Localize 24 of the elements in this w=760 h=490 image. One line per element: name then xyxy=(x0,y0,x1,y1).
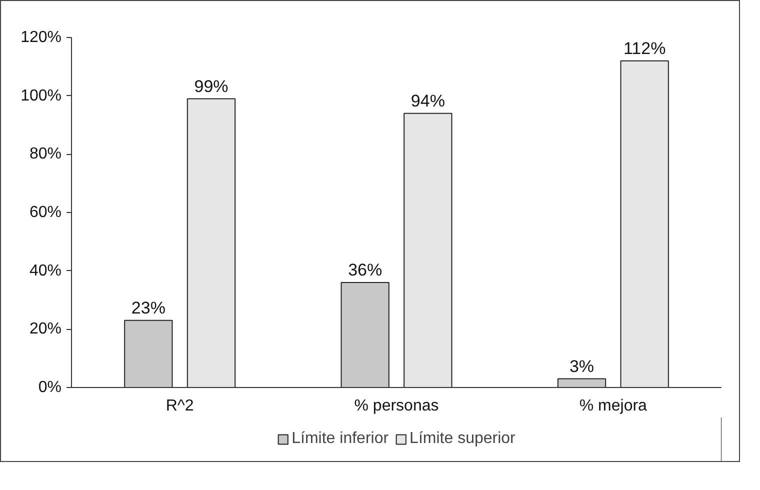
bar xyxy=(186,98,236,388)
y-tick-label: 0% xyxy=(38,379,62,396)
x-tick-label: R^2 xyxy=(166,398,194,414)
y-tick-label: 120% xyxy=(20,29,62,46)
y-tick-label: 60% xyxy=(29,204,62,221)
bar xyxy=(620,60,669,388)
bar xyxy=(124,320,173,388)
legend-label: Límite superior xyxy=(410,430,516,448)
bar xyxy=(557,378,606,388)
data-label: 23% xyxy=(131,298,166,318)
data-label: 112% xyxy=(623,38,666,58)
y-tick-label: 80% xyxy=(29,146,62,163)
data-label: 99% xyxy=(194,76,228,96)
bar xyxy=(404,112,452,388)
x-tick-label: % personas xyxy=(354,398,439,414)
y-tick-label: 40% xyxy=(29,262,62,280)
bar xyxy=(340,282,390,388)
data-label: 36% xyxy=(348,260,382,280)
x-tick-label: % mejora xyxy=(579,398,648,414)
data-label: 3% xyxy=(569,356,594,376)
y-tick-label: 20% xyxy=(29,320,62,338)
y-tick-label: 100% xyxy=(20,87,62,104)
legend-label: Límite inferior xyxy=(292,430,389,448)
data-label: 94% xyxy=(410,91,445,110)
